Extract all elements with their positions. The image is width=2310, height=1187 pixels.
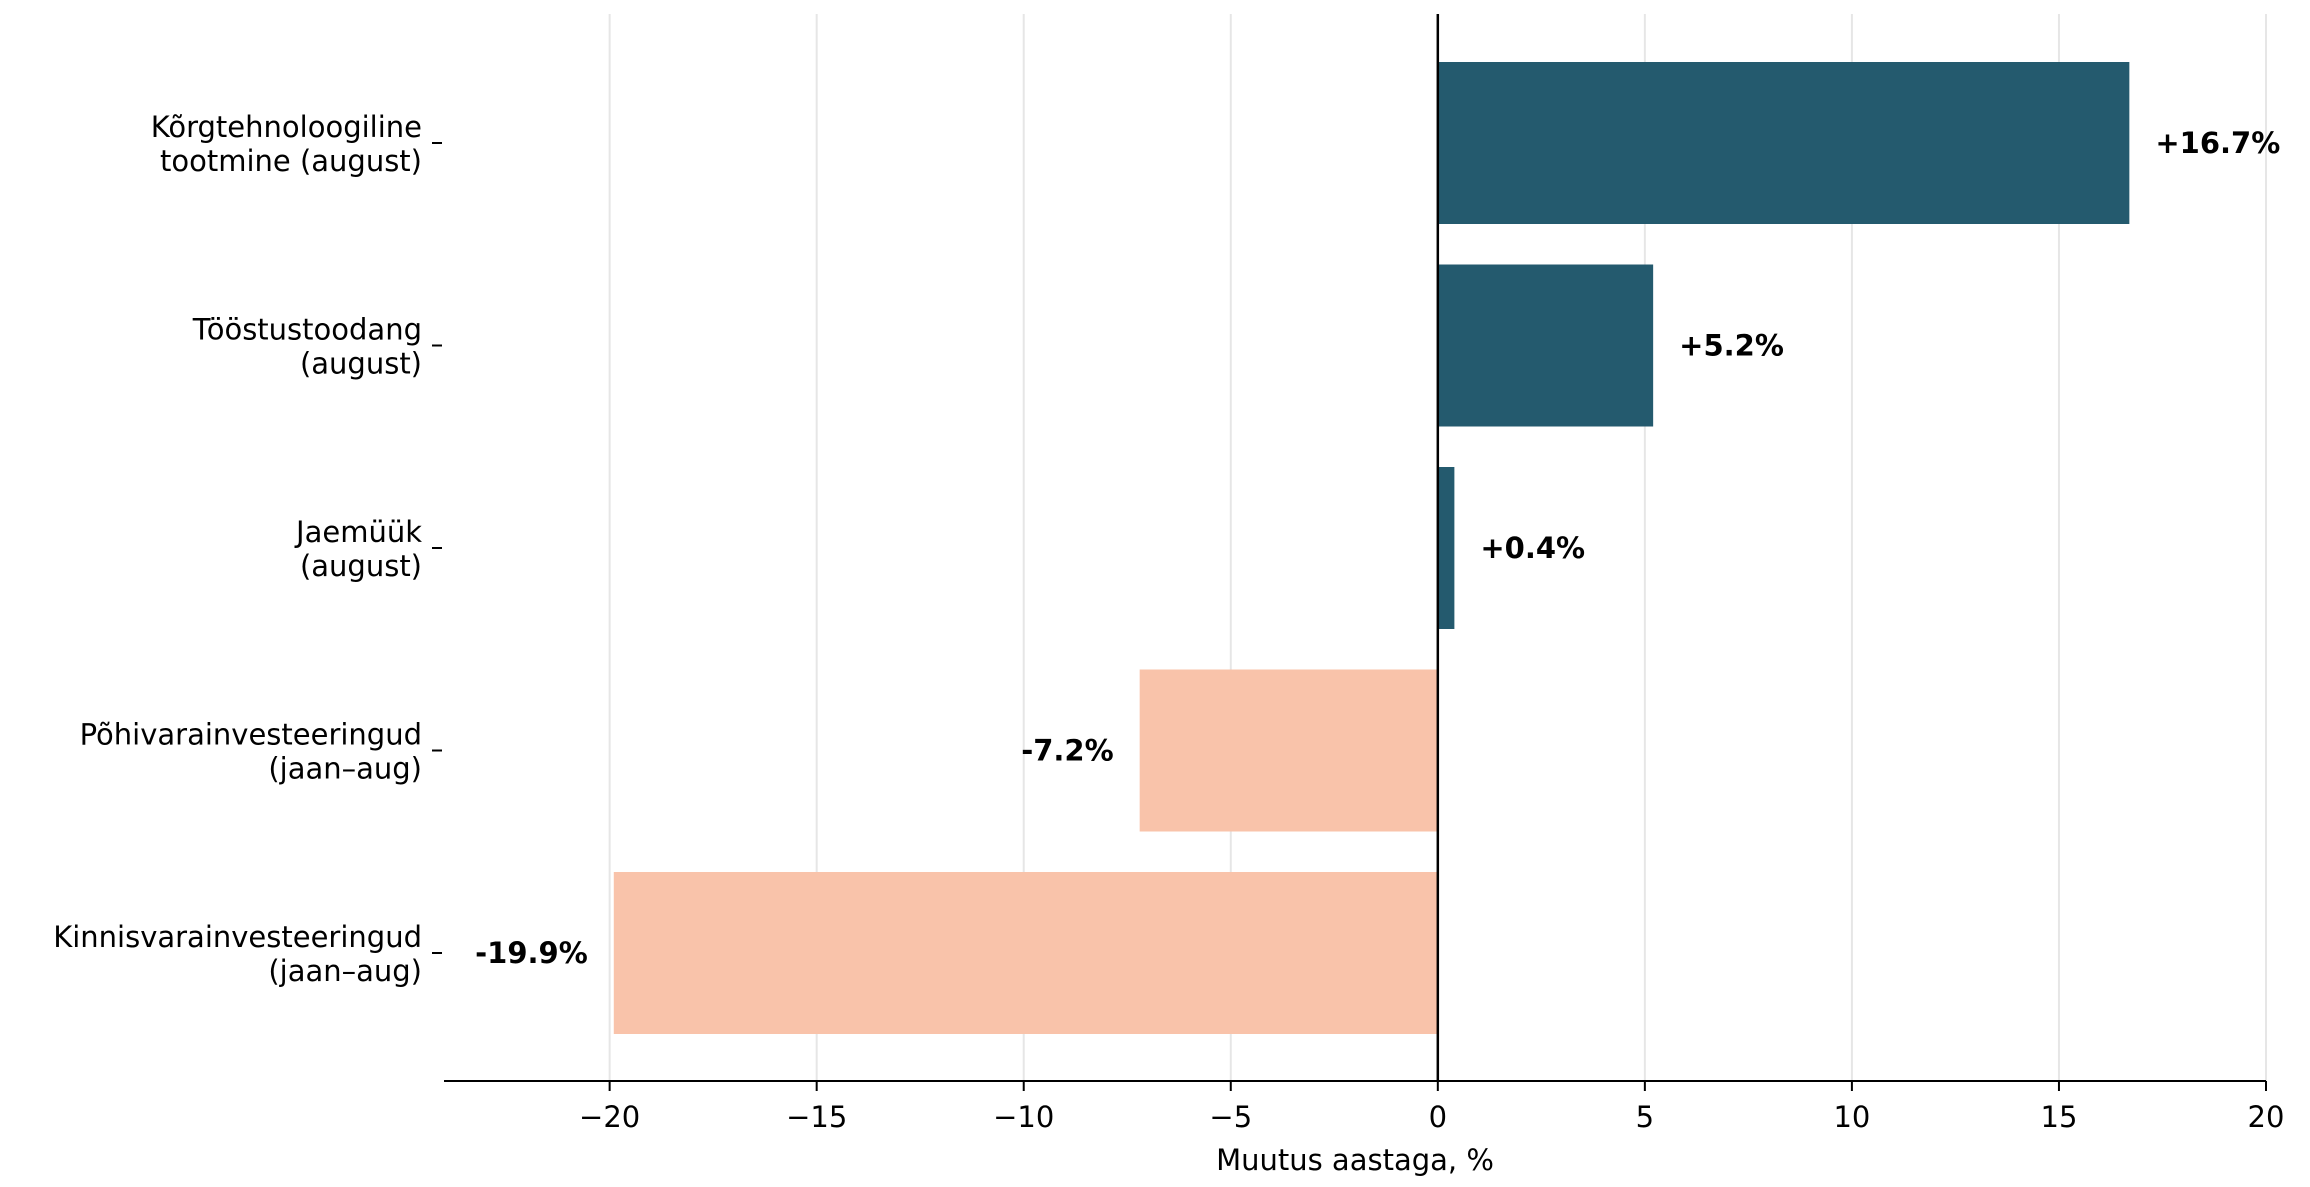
data-label: -19.9% bbox=[475, 936, 588, 970]
labels: −20 −15 −10 −5 0 5 10 15 20 +16.7% Kõrgtehnoloogil… bbox=[53, 110, 2284, 1134]
bars bbox=[613, 62, 2130, 1034]
x-tick-label: 5 bbox=[1636, 1100, 1654, 1134]
axes bbox=[432, 14, 2267, 1091]
category-label: Kinnisvarainvesteeringud (jaan–aug) bbox=[53, 920, 422, 988]
x-tick-label: 15 bbox=[2041, 1100, 2078, 1134]
bar bbox=[613, 872, 1438, 1034]
category-label: Põhivarainvesteeringud (jaan–aug) bbox=[80, 718, 422, 786]
bar bbox=[1437, 467, 1455, 629]
category-label: Kõrgtehnoloogiline tootmine (august) bbox=[151, 110, 422, 178]
x-tick-label: −20 bbox=[579, 1100, 640, 1134]
data-label: -7.2% bbox=[1021, 734, 1113, 768]
bar bbox=[1437, 62, 2130, 224]
category-label: Jaemüük (august) bbox=[294, 515, 422, 583]
data-label: +0.4% bbox=[1480, 531, 1585, 565]
data-label: +5.2% bbox=[1679, 329, 1784, 363]
x-tick-label: 10 bbox=[1833, 1100, 1870, 1134]
bar bbox=[1139, 669, 1438, 832]
data-label: +16.7% bbox=[2155, 126, 2280, 160]
x-tick-label: 20 bbox=[2248, 1100, 2285, 1134]
x-tick-label: −5 bbox=[1209, 1100, 1252, 1134]
bar bbox=[1437, 264, 1654, 427]
x-tick-label: −10 bbox=[993, 1100, 1054, 1134]
category-label: Tööstustoodang (august) bbox=[192, 313, 422, 381]
x-tick-label: 0 bbox=[1429, 1100, 1447, 1134]
x-tick-label: −15 bbox=[786, 1100, 847, 1134]
x-axis-title: Muutus aastaga, % bbox=[1216, 1143, 1494, 1177]
